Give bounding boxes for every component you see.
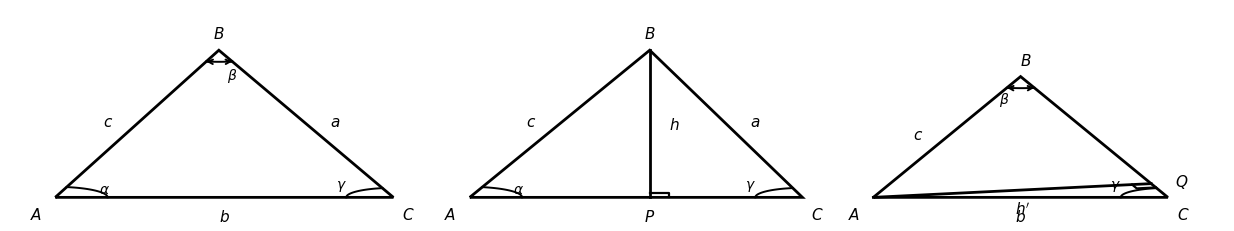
Text: $C$: $C$ — [811, 206, 824, 222]
Text: $b$: $b$ — [218, 208, 230, 224]
Text: $h'$: $h'$ — [1016, 201, 1030, 217]
Text: $B$: $B$ — [213, 26, 225, 42]
Text: $\beta$: $\beta$ — [227, 67, 237, 85]
Text: $C$: $C$ — [402, 206, 415, 222]
Text: $A$: $A$ — [444, 206, 457, 222]
Text: $B$: $B$ — [644, 26, 655, 42]
Text: $c$: $c$ — [913, 128, 923, 142]
Text: $\gamma$: $\gamma$ — [1111, 179, 1120, 194]
Text: $c$: $c$ — [526, 115, 536, 129]
Text: $a$: $a$ — [331, 115, 341, 129]
Text: $b$: $b$ — [1016, 208, 1027, 224]
Text: $\gamma$: $\gamma$ — [336, 179, 347, 194]
Text: $A$: $A$ — [848, 206, 860, 222]
Text: $B$: $B$ — [1021, 52, 1032, 68]
Text: $\alpha$: $\alpha$ — [513, 182, 524, 196]
Text: $c$: $c$ — [102, 115, 114, 129]
Text: $a$: $a$ — [750, 115, 760, 129]
Text: $\beta$: $\beta$ — [1000, 90, 1009, 108]
Text: $Q$: $Q$ — [1175, 173, 1188, 191]
Text: $h$: $h$ — [669, 116, 680, 132]
Text: $\gamma$: $\gamma$ — [744, 179, 755, 194]
Text: $\alpha$: $\alpha$ — [99, 182, 110, 196]
Text: $A$: $A$ — [30, 206, 42, 222]
Text: $C$: $C$ — [1176, 206, 1190, 222]
Text: $P$: $P$ — [644, 208, 655, 224]
